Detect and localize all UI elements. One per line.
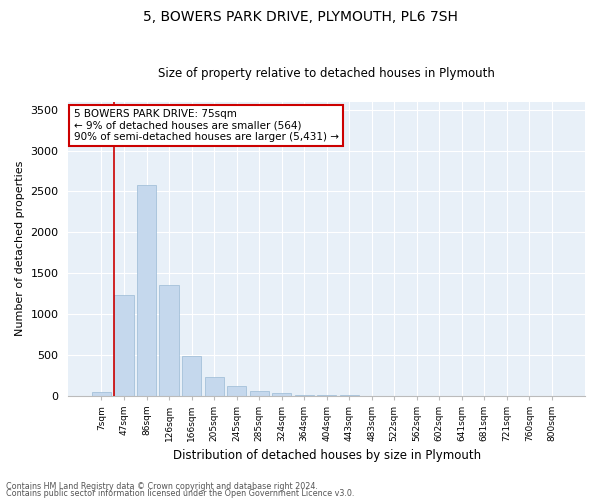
Y-axis label: Number of detached properties: Number of detached properties: [15, 161, 25, 336]
Bar: [205, 376, 224, 396]
Bar: [92, 392, 111, 396]
X-axis label: Distribution of detached houses by size in Plymouth: Distribution of detached houses by size …: [173, 450, 481, 462]
Bar: [160, 286, 179, 396]
Bar: [182, 356, 201, 396]
Bar: [115, 295, 134, 396]
Bar: [295, 394, 314, 396]
Bar: [317, 395, 336, 396]
Text: Contains public sector information licensed under the Open Government Licence v3: Contains public sector information licen…: [6, 489, 355, 498]
Text: 5 BOWERS PARK DRIVE: 75sqm
← 9% of detached houses are smaller (564)
90% of semi: 5 BOWERS PARK DRIVE: 75sqm ← 9% of detac…: [74, 109, 338, 142]
Bar: [272, 394, 291, 396]
Bar: [227, 386, 246, 396]
Title: Size of property relative to detached houses in Plymouth: Size of property relative to detached ho…: [158, 66, 495, 80]
Bar: [137, 185, 156, 396]
Text: 5, BOWERS PARK DRIVE, PLYMOUTH, PL6 7SH: 5, BOWERS PARK DRIVE, PLYMOUTH, PL6 7SH: [143, 10, 457, 24]
Bar: [250, 392, 269, 396]
Text: Contains HM Land Registry data © Crown copyright and database right 2024.: Contains HM Land Registry data © Crown c…: [6, 482, 318, 491]
